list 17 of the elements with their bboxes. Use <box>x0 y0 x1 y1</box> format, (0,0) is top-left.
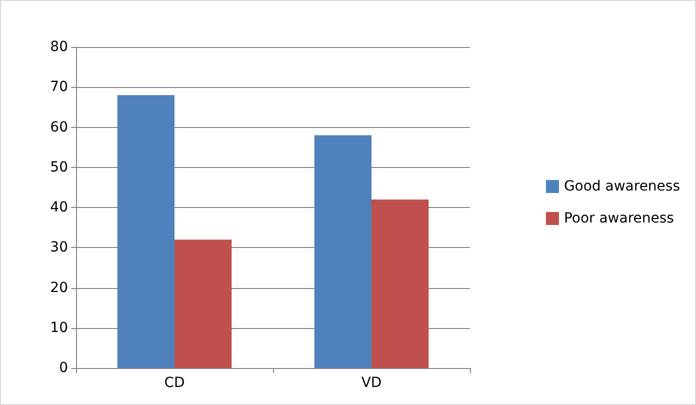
x-tick-label: VD <box>361 375 382 391</box>
y-tick-label: 40 <box>50 200 68 216</box>
y-tick-label: 20 <box>50 280 68 296</box>
y-tick-label: 0 <box>59 360 68 376</box>
bar <box>174 240 232 368</box>
legend-label: Good awareness <box>564 178 680 194</box>
y-tick-label: 10 <box>50 320 68 336</box>
legend-label: Poor awareness <box>564 210 674 226</box>
bar <box>314 135 372 368</box>
y-tick-label: 60 <box>50 119 68 136</box>
bar <box>117 95 174 368</box>
y-tick-label: 50 <box>50 159 68 176</box>
y-tick-label: 30 <box>50 240 68 256</box>
y-tick-label: 80 <box>50 39 68 55</box>
y-tick-label: 70 <box>50 79 68 96</box>
bar <box>372 199 429 368</box>
x-tick-label: CD <box>164 375 185 391</box>
